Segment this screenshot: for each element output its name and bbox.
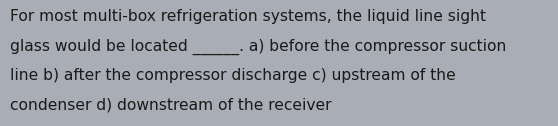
Text: condenser d) downstream of the receiver: condenser d) downstream of the receiver [10, 98, 331, 113]
Text: line b) after the compressor discharge c) upstream of the: line b) after the compressor discharge c… [10, 68, 456, 83]
Text: For most multi-box refrigeration systems, the liquid line sight: For most multi-box refrigeration systems… [10, 9, 486, 24]
Text: glass would be located ______. a) before the compressor suction: glass would be located ______. a) before… [10, 38, 507, 55]
